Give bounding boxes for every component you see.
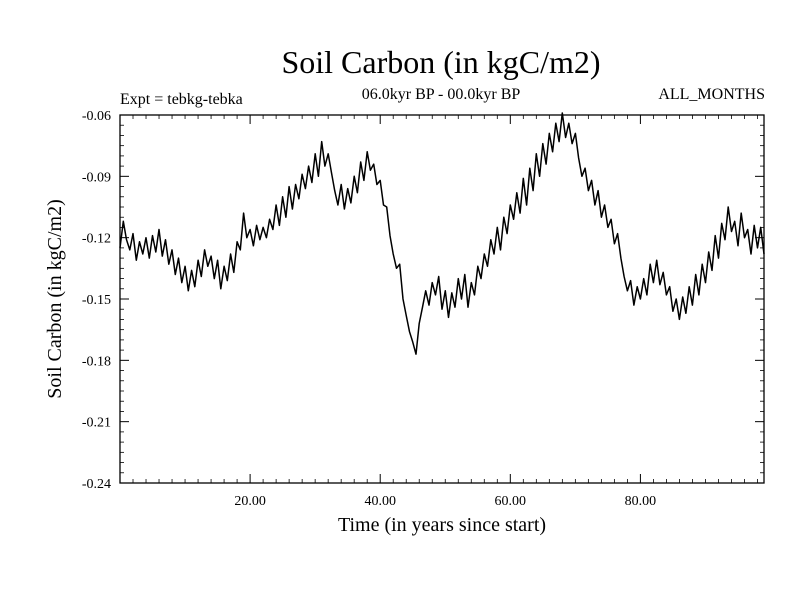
soil-carbon-series-line — [119, 112, 765, 355]
y-tick-label: -0.15 — [82, 293, 111, 308]
x-tick-label: 20.00 — [234, 494, 266, 509]
x-axis-ticks — [132, 115, 758, 483]
y-tick-label: -0.09 — [82, 170, 111, 185]
chart-title: Soil Carbon (in kgC/m2) — [281, 44, 600, 80]
y-axis-tick-labels: -0.06 -0.09 -0.12 -0.15 -0.18 -0.21 -0.24 — [82, 109, 111, 492]
y-tick-label: -0.06 — [82, 109, 111, 124]
chart-subtitle: 06.0kyr BP - 00.0kyr BP — [362, 86, 521, 103]
x-tick-label: 80.00 — [625, 494, 657, 509]
plot-frame — [119, 114, 765, 484]
y-tick-label: -0.12 — [82, 232, 111, 247]
y-axis-ticks — [120, 114, 764, 484]
x-tick-label: 60.00 — [495, 494, 527, 509]
x-tick-label: 40.00 — [364, 494, 396, 509]
y-tick-label: -0.21 — [82, 416, 111, 431]
y-axis-label: Soil Carbon (in kgC/m2) — [44, 199, 66, 398]
x-axis-label: Time (in years since start) — [338, 514, 546, 536]
experiment-label: Expt = tebkg-tebka — [120, 91, 243, 108]
y-tick-label: -0.18 — [82, 354, 111, 369]
y-tick-label: -0.24 — [82, 477, 111, 492]
x-axis-tick-labels: 20.00 40.00 60.00 80.00 — [234, 494, 656, 509]
months-label: ALL_MONTHS — [658, 86, 765, 103]
